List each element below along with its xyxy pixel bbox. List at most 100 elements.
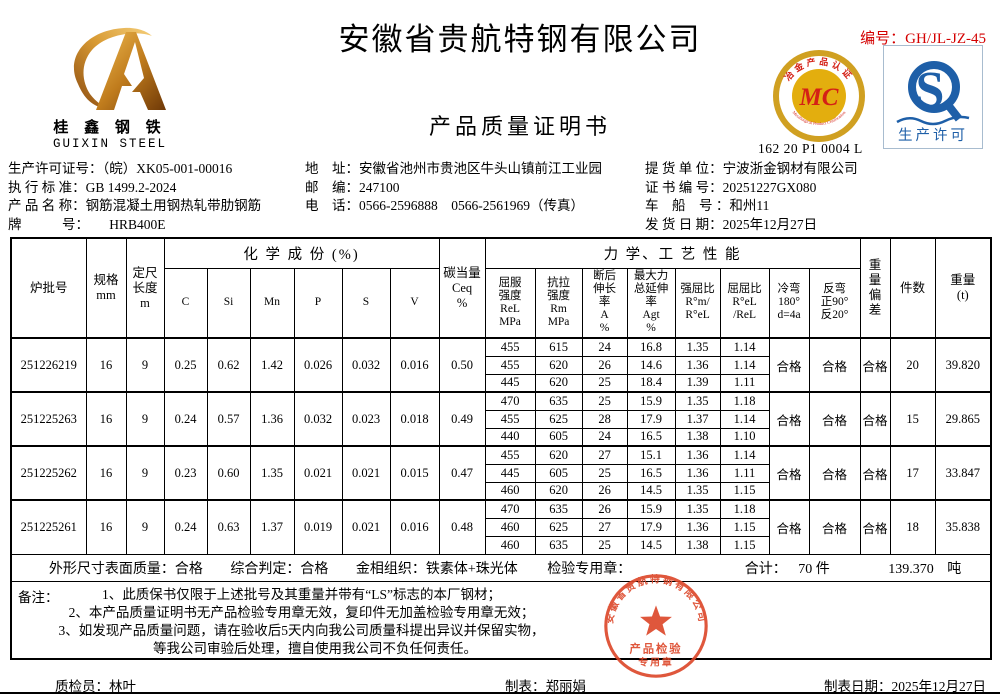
agt-cell: 14.5 bbox=[626, 535, 676, 555]
product-name-value: 钢筋混凝土用钢热轧带肋钢筋 bbox=[85, 198, 262, 213]
remarks-row: 备注： 1、此质保书仅限于上述批号及其重量并带有“LS”标志的本厂钢材； 2、本… bbox=[10, 580, 992, 659]
surface-quality-value: 合格 bbox=[174, 561, 203, 577]
inspector-name: 林叶 bbox=[109, 679, 136, 694]
reverse-bend-cell: 合格 bbox=[808, 499, 861, 555]
document-number: 编号：GH/JL-JZ-45 bbox=[860, 27, 986, 48]
product-name-label: 产 品 名 称： bbox=[8, 198, 86, 213]
cold-bend-cell: 合格 bbox=[768, 499, 810, 555]
surface-quality-label: 外形尺寸表面质量： bbox=[48, 561, 175, 577]
chem-s-cell: 0.021 bbox=[341, 499, 391, 555]
rel-cell: 460 bbox=[484, 517, 536, 537]
chem-p-cell: 0.032 bbox=[293, 391, 343, 447]
vehicle-value: 和州11 bbox=[729, 198, 770, 213]
heat-no-cell: 251226219 bbox=[10, 337, 87, 393]
chem-c-cell: 0.24 bbox=[163, 499, 208, 555]
ship-date-value: 2025年12月27日 bbox=[722, 216, 818, 232]
col-chem-v: V bbox=[389, 267, 440, 339]
table-header-sub-row: C Si Mn P S V 屈服 强度 ReL MPa 抗拉 强度 Rm MPa… bbox=[11, 267, 991, 339]
rel-cell: 455 bbox=[484, 445, 536, 465]
overall-judgement-label: 综合判定： bbox=[230, 561, 301, 577]
table-row: 440 605 24 16.5 1.38 1.10 bbox=[11, 427, 991, 447]
consignee-label: 提 货 单 位： bbox=[645, 161, 723, 176]
pieces-cell: 20 bbox=[889, 337, 936, 393]
a-cell: 24 bbox=[581, 337, 628, 357]
agt-cell: 16.8 bbox=[626, 337, 676, 357]
col-heat-no: 炉批号 bbox=[10, 237, 87, 339]
grade-line: 牌 号： HRB400E bbox=[8, 216, 261, 235]
rel-cell: 445 bbox=[484, 373, 536, 393]
metallographic-label: 金相组织： bbox=[355, 561, 426, 577]
pieces-cell: 18 bbox=[889, 499, 936, 555]
logo-name-cn: 桂 鑫 钢 铁 bbox=[53, 120, 167, 136]
overall-judgement-value: 合格 bbox=[300, 561, 329, 577]
rm-cell: 615 bbox=[534, 337, 583, 357]
rm-rel-cell: 1.35 bbox=[674, 499, 721, 519]
summary-row: 外形尺寸表面质量：合格 综合判定：合格 金相组织：铁素体+珠光体 检验专用章： … bbox=[10, 553, 992, 582]
svg-text:MC: MC bbox=[799, 84, 839, 111]
chem-v-cell: 0.018 bbox=[389, 391, 440, 447]
col-chem-si: Si bbox=[206, 267, 251, 339]
col-strength-ratio: 强屈比 R°m/ R°eL bbox=[674, 267, 721, 339]
cold-bend-cell: 合格 bbox=[768, 391, 810, 447]
rel-ratio-cell: 1.14 bbox=[719, 355, 770, 375]
pieces-cell: 17 bbox=[889, 445, 936, 501]
chem-s-cell: 0.023 bbox=[341, 391, 391, 447]
chem-mn-cell: 1.37 bbox=[249, 499, 295, 555]
cert-no-value: 20251227GX080 bbox=[722, 179, 817, 195]
company-logo: 桂 鑫 钢 铁 GUIXIN STEEL bbox=[36, 22, 184, 151]
guixin-logo-icon bbox=[73, 27, 166, 110]
weight-cell: 35.838 bbox=[934, 499, 992, 555]
rel-cell: 440 bbox=[484, 427, 536, 447]
remarks-text: 1、此质保书仅限于上述批号及其重量并带有“LS”标志的本厂钢材； 2、本产品质量… bbox=[58, 586, 545, 656]
ceq-cell: 0.50 bbox=[438, 337, 486, 393]
ceq-cell: 0.48 bbox=[438, 499, 486, 555]
rel-ratio-cell: 1.15 bbox=[719, 481, 770, 501]
rel-ratio-cell: 1.14 bbox=[719, 445, 770, 465]
table-row: 251225262 16 9 0.23 0.60 1.35 0.021 0.02… bbox=[10, 445, 992, 501]
ship-date-label: 发 货 日 期： bbox=[645, 216, 723, 232]
chem-c-cell: 0.24 bbox=[163, 391, 208, 447]
rel-cell: 470 bbox=[484, 391, 536, 411]
inspection-stamp-label: 检验专用章： bbox=[547, 561, 632, 577]
col-weight: 重量 (t) bbox=[934, 237, 992, 339]
cold-bend-cell: 合格 bbox=[768, 337, 810, 393]
standard-value: GB 1499.2-2024 bbox=[85, 179, 177, 195]
a-cell: 24 bbox=[581, 427, 628, 447]
report-date-line: 制表日期：2025年12月27日 bbox=[824, 675, 986, 695]
col-spec: 规格 mm bbox=[85, 237, 127, 339]
consignee-line: 提 货 单 位：宁波浙金钢材有限公司 bbox=[645, 160, 858, 179]
agt-cell: 15.1 bbox=[626, 445, 676, 465]
chem-si-cell: 0.57 bbox=[206, 391, 251, 447]
report-date-value: 2025年12月27日 bbox=[891, 679, 987, 694]
pieces-cell: 15 bbox=[889, 391, 936, 447]
rm-rel-cell: 1.36 bbox=[674, 463, 721, 483]
heat-no-cell: 251225262 bbox=[10, 445, 87, 501]
zip-value: 247100 bbox=[359, 179, 400, 195]
reverse-bend-cell: 合格 bbox=[808, 337, 861, 393]
inspector-label: 质检员： bbox=[55, 679, 109, 694]
consignee-value: 宁波浙金钢材有限公司 bbox=[722, 161, 858, 176]
table-header-group-row: 炉批号 规格 mm 定尺 长度 m 化 学 成 份 (%) 碳当量 Ceq % … bbox=[10, 237, 992, 339]
preparer-line: 制表：郑丽娟 bbox=[505, 675, 586, 695]
col-chem-mn: Mn bbox=[249, 267, 295, 339]
col-reverse-bend: 反弯 正90° 反20° bbox=[808, 267, 861, 339]
chem-p-cell: 0.021 bbox=[293, 445, 343, 501]
report-date-label: 制表日期： bbox=[824, 679, 892, 694]
chem-si-cell: 0.62 bbox=[206, 337, 251, 393]
info-column-left: 生产许可证号：（皖）XK05-001-00016 执 行 标 准：GB 1499… bbox=[8, 160, 261, 234]
address-value: 安徽省池州市贵池区牛头山镇前江工业园 bbox=[359, 161, 602, 176]
address-line: 地 址：安徽省池州市贵池区牛头山镇前江工业园 bbox=[305, 160, 602, 179]
info-column-right: 提 货 单 位：宁波浙金钢材有限公司 证 书 编 号：20251227GX080… bbox=[645, 160, 858, 234]
rm-cell: 625 bbox=[534, 517, 583, 537]
chem-v-cell: 0.016 bbox=[389, 499, 440, 555]
spec-cell: 16 bbox=[85, 499, 127, 555]
agt-cell: 14.5 bbox=[626, 481, 676, 501]
rm-cell: 635 bbox=[534, 499, 583, 519]
production-license-icon: S 生产许可 bbox=[883, 45, 983, 149]
a-cell: 28 bbox=[581, 409, 628, 429]
rel-ratio-cell: 1.14 bbox=[719, 409, 770, 429]
vehicle-line: 车 船 号 ：和州11 bbox=[645, 197, 858, 216]
logo-name-en: GUIXIN STEEL bbox=[52, 137, 167, 151]
rel-cell: 460 bbox=[484, 481, 536, 501]
a-cell: 25 bbox=[581, 391, 628, 411]
